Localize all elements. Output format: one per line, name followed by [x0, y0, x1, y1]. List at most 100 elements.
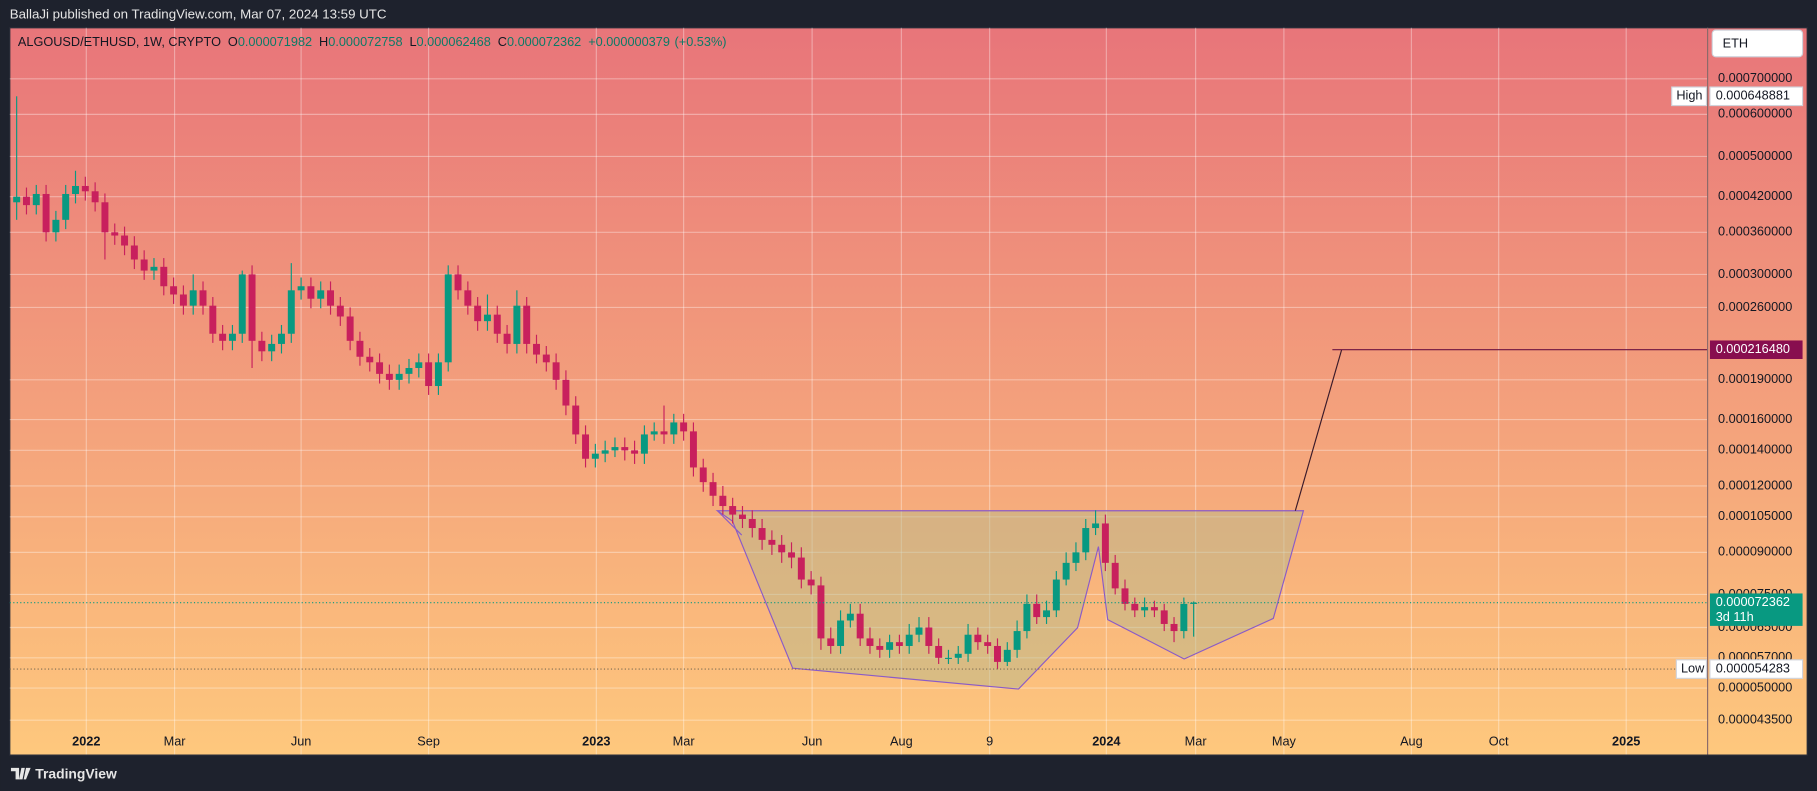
- candle-body: [209, 305, 217, 334]
- candle-body: [778, 544, 786, 553]
- x-tick-label: 2024: [1092, 734, 1120, 749]
- candle-body: [748, 518, 756, 529]
- candle-body: [238, 274, 246, 334]
- high-tag-label-box: [1671, 86, 1708, 107]
- y-tick-label: 0.000300000: [1718, 266, 1792, 281]
- candle-body: [268, 343, 276, 352]
- candle-body: [974, 634, 982, 643]
- candle-body: [13, 196, 21, 203]
- low-label: L: [409, 34, 416, 49]
- candle-body: [925, 627, 933, 646]
- candle-body: [1160, 610, 1168, 624]
- candle-body: [1062, 562, 1070, 580]
- high-tag-box: [1709, 86, 1804, 107]
- candle-body: [582, 434, 590, 459]
- candle-body: [601, 450, 609, 454]
- candle-body: [1013, 631, 1021, 650]
- candle-body: [1033, 603, 1041, 618]
- currency-label[interactable]: ETH: [1723, 35, 1748, 50]
- candle-body: [738, 514, 746, 519]
- candle-body: [611, 447, 619, 451]
- candle-body: [1023, 603, 1031, 632]
- candle-body: [964, 634, 972, 654]
- candle-body: [640, 434, 648, 454]
- y-tick-label: 0.000043500: [1718, 712, 1792, 727]
- y-tick-label: 0.000420000: [1718, 188, 1792, 203]
- candle-body: [42, 193, 50, 233]
- y-tick-label: 0.000700000: [1718, 70, 1792, 85]
- candle-body: [150, 266, 158, 271]
- y-tick-label: 0.000105000: [1718, 508, 1792, 523]
- candle-body: [170, 286, 178, 295]
- candle-body: [817, 585, 825, 639]
- candle-body: [846, 613, 854, 621]
- target-tag-value: 0.000216480: [1716, 341, 1790, 356]
- projection-line: [1294, 349, 1343, 511]
- candle-body: [984, 642, 992, 646]
- candle-body: [1131, 603, 1139, 611]
- currency-box[interactable]: [1711, 29, 1804, 58]
- candle-body: [542, 354, 550, 363]
- low-tag-label: Low: [1681, 660, 1705, 675]
- open-value: 0.000071982: [238, 34, 312, 49]
- candle-body: [886, 642, 894, 650]
- candle-body: [699, 467, 707, 483]
- change: +0.000000379: [588, 34, 670, 49]
- y-tick-label: 0.000120000: [1718, 477, 1792, 492]
- candle-body: [307, 286, 315, 299]
- y-tick-label: 0.000600000: [1718, 106, 1792, 121]
- candle-body: [297, 286, 305, 291]
- y-tick-label: 0.000360000: [1718, 224, 1792, 239]
- candle-body: [1141, 607, 1149, 611]
- candle-body: [22, 196, 30, 206]
- y-tick-label: 0.000500000: [1718, 148, 1792, 163]
- target-tag-box: [1709, 340, 1803, 359]
- candle-body: [160, 266, 168, 287]
- candle-body: [797, 557, 805, 580]
- candle-body: [474, 305, 482, 322]
- candle-body: [62, 193, 70, 220]
- logo: TradingView: [10, 765, 117, 781]
- currency-button[interactable]: ETH: [1711, 29, 1804, 58]
- candle-body: [376, 362, 384, 374]
- x-tick-label: 9: [986, 734, 993, 749]
- candle-body: [101, 202, 109, 233]
- candle-body: [444, 274, 452, 363]
- candle-body: [562, 379, 570, 406]
- x-tick-label: Aug: [1400, 734, 1423, 749]
- y-tick-label: 0.000090000: [1718, 544, 1792, 559]
- candle-body: [768, 539, 776, 545]
- candle-body: [1121, 588, 1129, 604]
- candle-body: [523, 305, 531, 344]
- pattern-edge: [716, 510, 743, 536]
- candle-body: [1082, 528, 1090, 553]
- y-tick-label: 0.000260000: [1718, 299, 1792, 314]
- x-tick-label: Jun: [291, 734, 312, 749]
- candle-body: [140, 259, 148, 271]
- change-percent: (+0.53%): [675, 34, 727, 49]
- candle-body: [856, 613, 864, 639]
- low-tag-box: [1709, 659, 1804, 679]
- candle-body: [915, 627, 923, 635]
- x-tick-label: May: [1272, 734, 1297, 749]
- candle-body: [935, 645, 943, 658]
- candle-body: [758, 528, 766, 540]
- candle-body: [1003, 649, 1011, 662]
- candle-body: [199, 290, 207, 306]
- high-tag-label: High: [1676, 88, 1702, 103]
- candle-body: [189, 290, 197, 306]
- candle-body: [395, 373, 403, 380]
- candle-body: [837, 620, 845, 646]
- x-tick-label: 2025: [1612, 734, 1640, 749]
- candle-body: [572, 405, 580, 435]
- candle-body: [336, 305, 344, 317]
- candle-body: [454, 274, 462, 291]
- candle-body: [52, 219, 60, 233]
- candle-body: [788, 552, 795, 558]
- candle-body: [356, 340, 364, 357]
- symbol: ALGOUSD/ETHUSD, 1W, CRYPTO: [18, 34, 221, 49]
- candle-body: [1092, 523, 1100, 529]
- candle-body: [660, 431, 668, 435]
- candle-body: [591, 453, 599, 459]
